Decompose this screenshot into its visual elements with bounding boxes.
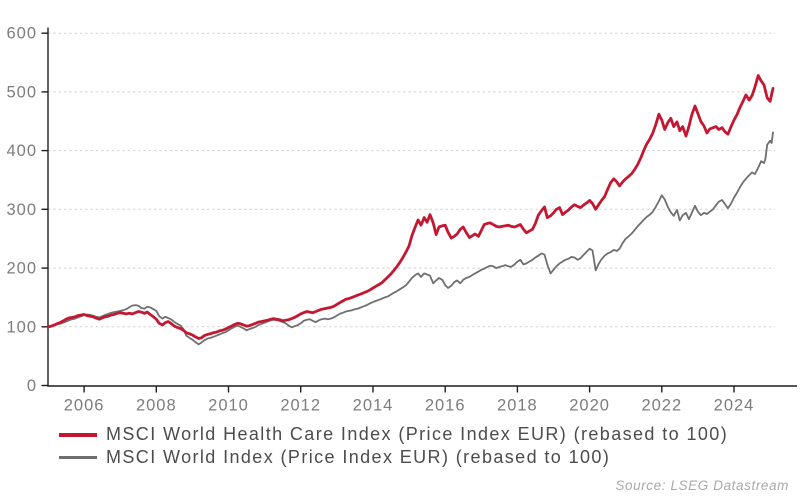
y-tick-label: 600 (6, 25, 37, 43)
x-tick-label: 2016 (425, 397, 466, 415)
x-tick-label: 2018 (497, 397, 538, 415)
y-tick-label: 500 (6, 83, 37, 101)
axes (41, 27, 797, 393)
y-tick-label: 0 (27, 377, 37, 395)
legend-swatch-world-line (59, 456, 97, 459)
source-credit: Source: LSEG Datastream (615, 478, 789, 493)
x-tick-label: 2006 (64, 397, 105, 415)
series-line-healthcare (46, 74, 775, 340)
x-tick-label: 2010 (208, 397, 249, 415)
y-tick-label: 400 (6, 142, 37, 160)
x-tick-label: 2020 (569, 397, 610, 415)
x-tick-label: 2022 (641, 397, 682, 415)
legend-item-healthcare: MSCI World Health Care Index (Price Inde… (59, 423, 728, 446)
x-tick-label: 2008 (136, 397, 177, 415)
legend: MSCI World Health Care Index (Price Inde… (59, 423, 728, 469)
y-tick-label: 300 (6, 201, 37, 219)
series-line-world (47, 131, 774, 346)
y-tick-label: 200 (6, 260, 37, 278)
legend-swatch-healthcare-line (59, 432, 97, 437)
legend-label-healthcare: MSCI World Health Care Index (Price Inde… (106, 424, 729, 444)
x-tick-label: 2014 (353, 397, 394, 415)
series-lines (46, 74, 775, 346)
legend-label-world: MSCI World Index (Price Index EUR) (reba… (106, 447, 611, 467)
legend-item-world: MSCI World Index (Price Index EUR) (reba… (59, 446, 728, 469)
axis-labels: 0 100 200 300 400 500 600 2006 2008 2010 2012 2014 2… (6, 25, 755, 415)
x-tick-label: 2012 (280, 397, 321, 415)
gridlines (48, 32, 775, 328)
y-tick-label: 100 (6, 318, 37, 336)
x-tick-label: 2024 (714, 397, 755, 415)
